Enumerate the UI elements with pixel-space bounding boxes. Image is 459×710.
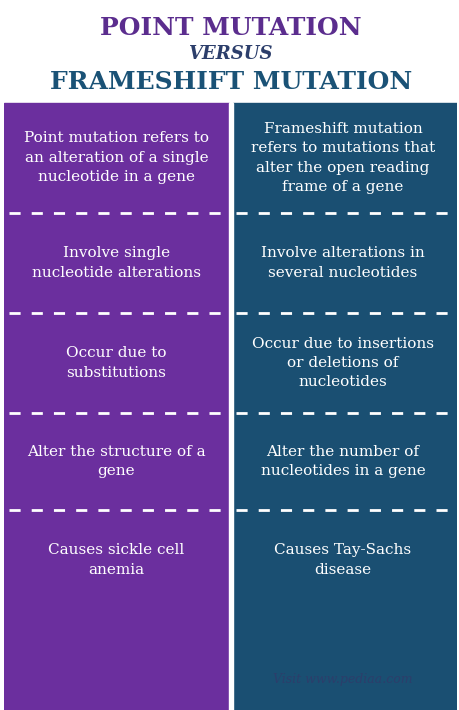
Text: FRAMESHIFT MUTATION: FRAMESHIFT MUTATION [50, 70, 411, 94]
Text: Involve single
nucleotide alterations: Involve single nucleotide alterations [32, 246, 201, 280]
Bar [232, 103, 456, 710]
Text: Involve alterations in
several nucleotides: Involve alterations in several nucleotid… [260, 246, 424, 280]
Bar [4, 103, 228, 710]
Text: VERSUS: VERSUS [188, 45, 272, 63]
Text: Alter the structure of a
gene: Alter the structure of a gene [27, 444, 205, 479]
Text: Causes sickle cell
anemia: Causes sickle cell anemia [48, 543, 184, 577]
Text: POINT MUTATION: POINT MUTATION [100, 16, 361, 40]
Text: Frameshift mutation
refers to mutations that
alter the open reading
frame of a g: Frameshift mutation refers to mutations … [250, 121, 434, 195]
Bar [228, 103, 232, 710]
Text: Occur due to
substitutions: Occur due to substitutions [66, 346, 166, 380]
Text: Alter the number of
nucleotides in a gene: Alter the number of nucleotides in a gen… [260, 444, 425, 479]
Text: Causes Tay-Sachs
disease: Causes Tay-Sachs disease [274, 543, 410, 577]
Text: Visit www.pediaa.com: Visit www.pediaa.com [273, 674, 412, 687]
Text: Occur due to insertions
or deletions of
nucleotides: Occur due to insertions or deletions of … [252, 337, 433, 390]
Text: Point mutation refers to
an alteration of a single
nucleotide in a gene: Point mutation refers to an alteration o… [24, 131, 208, 185]
